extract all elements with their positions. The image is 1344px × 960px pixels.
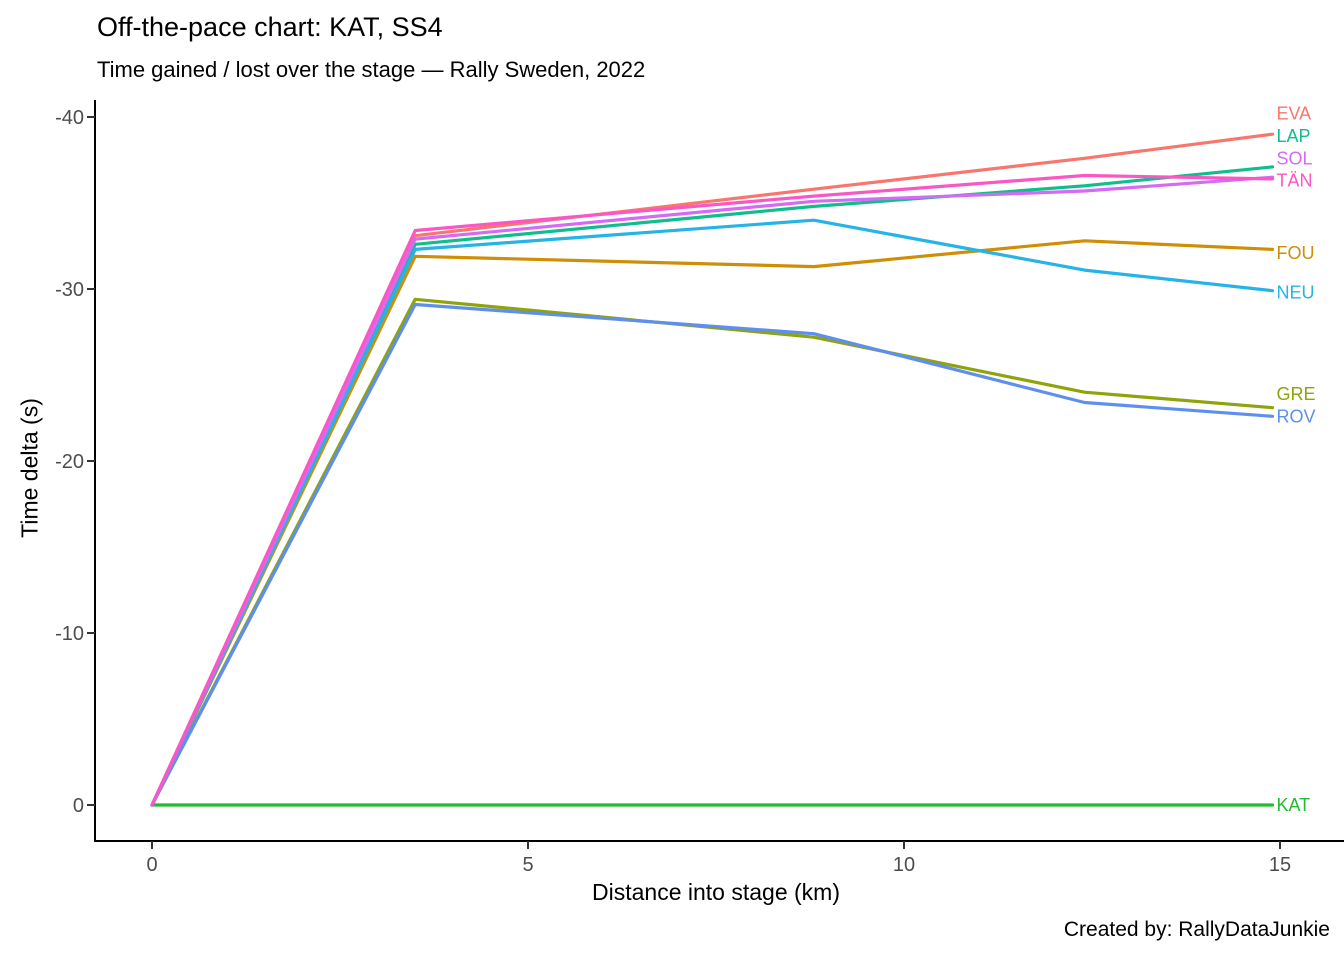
series-label-NEU: NEU (1276, 282, 1314, 302)
footer-credit: Created by: RallyDataJunkie (1063, 918, 1330, 941)
series-line-GRE (150, 297, 1275, 807)
y-tick-label: -30 (55, 279, 84, 301)
series-line-TÄN (150, 173, 1275, 807)
x-axis-title: Distance into stage (km) (592, 879, 840, 905)
series-line-EVA (150, 132, 1275, 807)
x-tick-label: 10 (893, 854, 915, 876)
chart-subtitle: Time gained / lost over the stage — Rall… (97, 57, 646, 82)
series-label-FOU: FOU (1276, 243, 1314, 263)
series-label-KAT: KAT (1276, 795, 1310, 815)
series-line-NEU (150, 218, 1275, 807)
series-line-SOL (150, 175, 1275, 807)
x-tick-label: 5 (522, 854, 533, 876)
series-label-EVA: EVA (1276, 104, 1311, 124)
y-tick-label: -20 (55, 451, 84, 473)
y-axis-title: Time delta (s) (16, 398, 43, 538)
series-line-ROV (150, 302, 1275, 807)
y-tick-label: -40 (55, 107, 84, 129)
series-label-LAP: LAP (1276, 126, 1310, 146)
x-tick-label: 0 (146, 854, 157, 876)
y-tick-label: 0 (73, 795, 84, 817)
series-label-GRE: GRE (1276, 384, 1315, 404)
series-line-FOU (150, 239, 1275, 807)
series-label-TÄN: TÄN (1276, 171, 1312, 191)
x-tick-label: 15 (1269, 854, 1291, 876)
series-label-SOL: SOL (1276, 148, 1312, 168)
series-label-ROV: ROV (1276, 406, 1315, 426)
y-tick-label: -10 (55, 623, 84, 645)
chart-title: Off-the-pace chart: KAT, SS4 (97, 12, 443, 42)
